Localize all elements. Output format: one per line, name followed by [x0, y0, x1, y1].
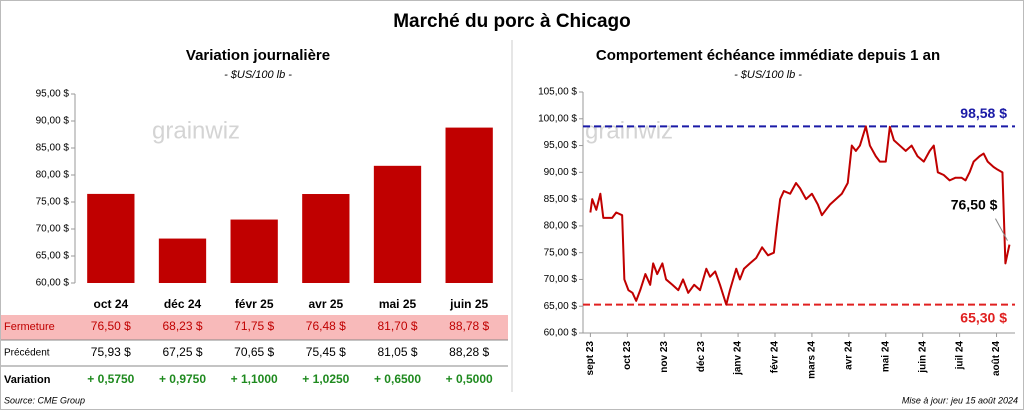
- x-tick-label: janv 24: [733, 341, 744, 376]
- bar: [302, 194, 350, 283]
- table-cell: + 0,6500: [374, 372, 421, 386]
- chart-title: Variation journalière: [186, 47, 330, 64]
- y-tick-label: 85,00 $: [36, 143, 70, 154]
- x-tick-label: oct 23: [622, 341, 633, 370]
- x-tick-label: févr 25: [235, 297, 274, 311]
- table-cell: + 1,1000: [231, 372, 278, 386]
- table-cell: 76,50 $: [91, 319, 131, 333]
- table-cell: 70,65 $: [234, 345, 274, 359]
- y-tick-label: 90,00 $: [36, 116, 70, 127]
- x-tick-label: févr 24: [770, 341, 781, 374]
- table-cell: 81,70 $: [377, 319, 417, 333]
- y-tick-label: 80,00 $: [36, 170, 70, 181]
- table-cell: 76,48 $: [306, 319, 346, 333]
- y-tick-label: 105,00 $: [538, 87, 577, 98]
- bar: [87, 193, 135, 283]
- x-tick-label: mai 24: [880, 341, 891, 373]
- x-tick-label: avr 25: [308, 297, 343, 311]
- y-tick-label: 65,00 $: [544, 301, 578, 312]
- annotation: 76,50 $: [951, 196, 998, 212]
- table-cell: 67,25 $: [162, 345, 202, 359]
- x-tick-label: nov 23: [659, 341, 670, 373]
- y-tick-label: 95,00 $: [36, 89, 70, 100]
- x-tick-label: juil 24: [954, 341, 965, 371]
- annotation-arrow: [995, 218, 1008, 241]
- series-line: [589, 125, 1011, 306]
- bar: [158, 238, 207, 283]
- y-tick-label: 75,00 $: [544, 247, 578, 258]
- x-tick-label: mars 24: [807, 341, 818, 379]
- y-tick-label: 90,00 $: [544, 167, 578, 178]
- x-tick-label: avr 24: [843, 341, 854, 370]
- bar: [445, 127, 493, 283]
- row-label: Fermeture: [4, 321, 55, 333]
- table-cell: + 0,9750: [159, 372, 206, 386]
- table-cell: 68,23 $: [162, 319, 202, 333]
- watermark: grainwiz: [152, 117, 240, 144]
- y-tick-label: 70,00 $: [36, 224, 70, 235]
- x-tick-label: mai 25: [379, 297, 417, 311]
- reference-label: 65,30 $: [960, 309, 1007, 325]
- main-title: Marché du porc à Chicago: [393, 11, 631, 32]
- x-tick-label: déc 24: [164, 297, 202, 311]
- row-label: Variation: [4, 374, 51, 386]
- table-cell: 88,28 $: [449, 345, 489, 359]
- table-cell: 88,78 $: [449, 319, 489, 333]
- chart-subtitle: - $US/100 lb -: [224, 69, 292, 81]
- table-cell: + 0,5000: [446, 372, 493, 386]
- reference-label: 98,58 $: [960, 105, 1007, 121]
- table-cell: + 1,0250: [302, 372, 349, 386]
- x-tick-label: sept 23: [585, 341, 596, 376]
- table-cell: 71,75 $: [234, 319, 274, 333]
- y-tick-label: 100,00 $: [538, 113, 577, 124]
- y-tick-label: 60,00 $: [544, 328, 578, 339]
- table-cell: 75,93 $: [91, 345, 131, 359]
- updated: Mise à jour: jeu 15 août 2024: [902, 395, 1018, 405]
- y-tick-label: 95,00 $: [544, 140, 578, 151]
- watermark: grainwiz: [585, 117, 673, 144]
- table-cell: 75,45 $: [306, 345, 346, 359]
- chart-title: Comportement échéance immédiate depuis 1…: [596, 47, 940, 64]
- x-tick-label: déc 23: [696, 341, 707, 373]
- table-cell: + 0,5750: [87, 372, 134, 386]
- x-tick-label: juin 24: [917, 341, 928, 374]
- y-tick-label: 85,00 $: [544, 194, 578, 205]
- chart-subtitle: - $US/100 lb -: [734, 69, 802, 81]
- bar: [373, 165, 422, 283]
- row-label: Précédent: [4, 348, 50, 359]
- y-tick-label: 75,00 $: [36, 197, 70, 208]
- y-tick-label: 80,00 $: [544, 221, 578, 232]
- x-tick-label: oct 24: [93, 297, 128, 311]
- x-tick-label: août 24: [991, 341, 1002, 376]
- y-tick-label: 60,00 $: [36, 278, 70, 289]
- x-tick-label: juin 25: [449, 297, 488, 311]
- bar: [230, 219, 278, 283]
- source: Source: CME Group: [4, 395, 85, 405]
- table-cell: 81,05 $: [377, 345, 417, 359]
- y-tick-label: 65,00 $: [36, 251, 70, 262]
- row-highlight: [1, 315, 508, 340]
- y-tick-label: 70,00 $: [544, 274, 578, 285]
